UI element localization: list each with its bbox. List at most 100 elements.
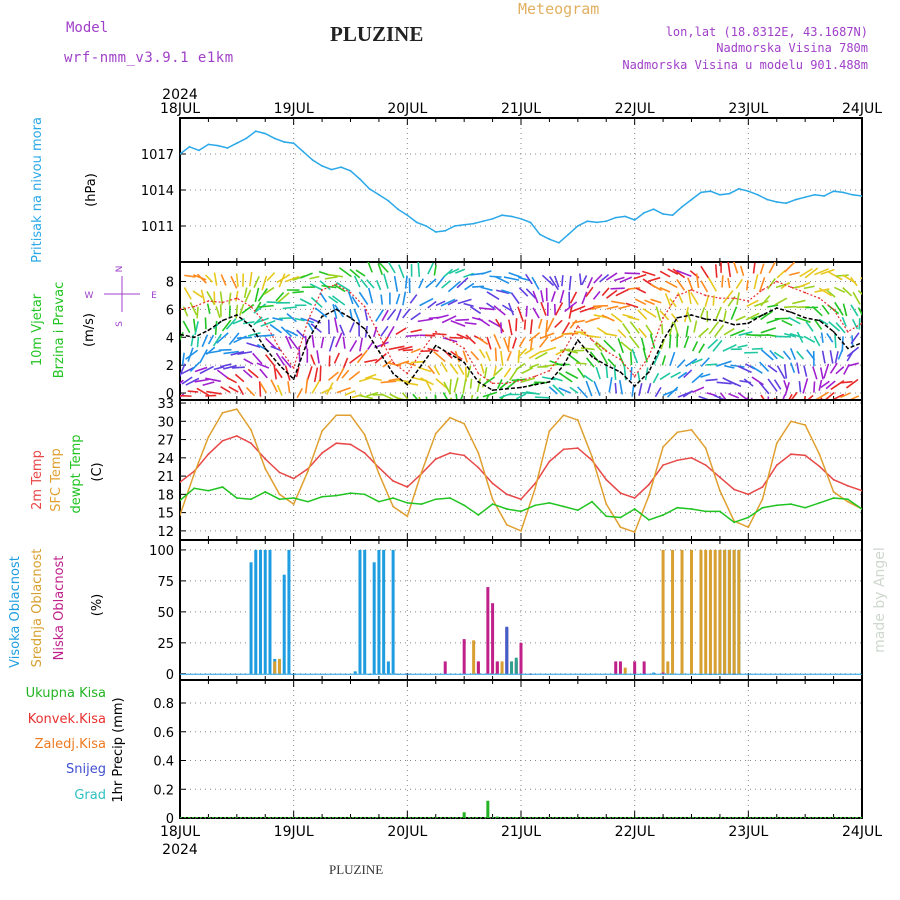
y-tick-label: 4	[166, 331, 174, 346]
wind-arrow	[204, 317, 207, 330]
bar-cloud-high	[263, 549, 267, 674]
wind-arrow	[686, 311, 692, 323]
wind-arrow	[508, 271, 522, 279]
wind-arrow	[783, 305, 797, 309]
wind-arrow	[811, 305, 823, 317]
wind-arrow	[819, 367, 824, 380]
data-point-pressure	[311, 159, 314, 161]
wind-arrow	[782, 350, 792, 361]
bar-cloud-extra-teal	[510, 661, 514, 674]
data-point-temp-sfc	[292, 503, 295, 505]
wind-arrow	[381, 309, 389, 322]
data-point-dewpoint	[861, 508, 862, 510]
wind-arrow	[278, 273, 286, 288]
time-tick-label-bottom: 24JUL	[842, 824, 882, 840]
wind-arrow	[196, 336, 200, 348]
wind-arrow	[751, 347, 763, 350]
wind-arrow	[204, 274, 214, 283]
data-point-pressure	[813, 193, 816, 196]
data-point-pressure	[785, 202, 788, 205]
wind-arrow	[589, 351, 600, 364]
wind-arrow	[692, 386, 705, 393]
data-point-dewpoint	[193, 487, 196, 490]
wind-arrow	[829, 350, 834, 364]
bar-cloud-extra-teal	[514, 657, 518, 674]
wind-arrow	[205, 394, 217, 397]
wind-arrow	[237, 385, 245, 396]
bar-cloud-high	[259, 549, 263, 674]
wind-arrow	[228, 292, 232, 305]
wind-arrow	[789, 271, 800, 276]
bar-cloud-high	[386, 661, 390, 674]
data-point-pressure	[444, 229, 447, 232]
wind-arrow	[532, 307, 540, 319]
wind-arrow	[618, 353, 626, 368]
data-point-wind-speed	[420, 364, 423, 367]
bar-cloud-mid	[273, 661, 277, 674]
data-point-pressure	[349, 169, 352, 172]
wind-arrow	[546, 317, 555, 333]
wind-arrow	[494, 275, 510, 285]
data-point-temp-sfc	[647, 494, 650, 497]
wind-arrow	[581, 275, 588, 286]
panel-plot-area	[180, 262, 862, 400]
elevation-label: Nadmorska Visina 780m	[716, 41, 868, 55]
wind-arrow	[774, 297, 788, 306]
wind-arrow	[285, 275, 300, 283]
wind-arrow	[435, 276, 445, 288]
data-point-wind-speed	[221, 319, 224, 322]
wind-arrow	[501, 289, 512, 294]
wind-arrow	[386, 309, 396, 321]
wind-arrow	[727, 277, 731, 289]
wind-arrow	[245, 386, 256, 397]
data-point-temp-sfc	[180, 514, 181, 516]
wind-arrow	[353, 308, 361, 323]
wind-arrow	[477, 317, 491, 327]
wind-arrow	[676, 269, 692, 278]
bar-cloud-extra-blue	[505, 626, 509, 674]
wind-arrow	[699, 306, 706, 318]
wind-arrow	[561, 322, 571, 336]
wind-arrow	[181, 352, 185, 366]
wind-arrow	[259, 368, 268, 379]
precip-legend-item: Konvek.Kisa	[28, 712, 106, 727]
wind-arrow	[433, 264, 437, 276]
wind-arrow	[465, 334, 476, 345]
wind-arrow	[480, 286, 493, 292]
data-point-wind-gust	[832, 308, 835, 311]
data-point-temp-2m	[861, 489, 862, 492]
data-point-pressure	[614, 216, 617, 219]
wind-arrow	[783, 364, 788, 379]
wind-arrow	[834, 301, 844, 316]
data-point-wind-speed	[434, 344, 437, 347]
data-point-wind-speed	[633, 385, 636, 387]
year-label-bottom: 2024	[162, 842, 198, 858]
wind-arrow	[605, 365, 609, 379]
wind-arrow	[825, 380, 836, 390]
wind-arrow	[427, 262, 435, 275]
wind-arrow	[462, 350, 468, 363]
bar-cloud-mid	[718, 549, 722, 674]
data-point-temp-2m	[292, 477, 295, 480]
data-point-temp-sfc	[562, 414, 565, 417]
data-point-pressure	[586, 220, 589, 223]
wind-arrow	[670, 313, 679, 323]
bar-cloud-mid	[737, 549, 741, 674]
wind-arrow	[690, 291, 699, 306]
wind-arrow	[586, 276, 594, 289]
wind-arrow	[659, 286, 671, 293]
wind-arrow	[221, 319, 232, 332]
wind-arrow	[379, 262, 389, 273]
wind-arrow	[450, 320, 466, 327]
wind-arrow	[496, 379, 503, 389]
data-point-temp-2m	[463, 454, 466, 457]
wind-arrow	[728, 392, 740, 399]
wind-arrow	[351, 296, 360, 308]
data-point-temp-2m	[704, 464, 707, 467]
data-point-wind-gust	[505, 382, 508, 385]
data-point-pressure	[425, 225, 428, 227]
bar-cloud-mid	[623, 667, 627, 674]
wind-arrow	[629, 351, 633, 366]
data-point-wind-gust	[548, 369, 551, 372]
bar-cloud-mid	[708, 549, 712, 674]
